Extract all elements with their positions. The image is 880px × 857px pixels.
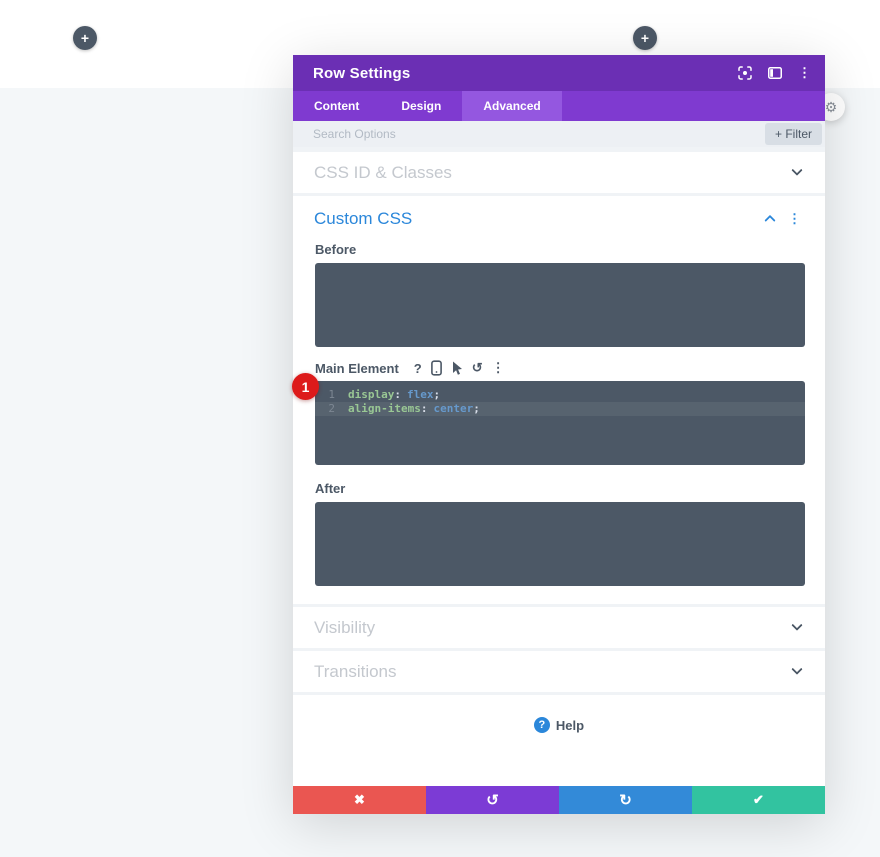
- phone-icon: [430, 360, 442, 376]
- help-question-icon: ?: [533, 717, 550, 733]
- undo-icon: ↺: [486, 792, 499, 809]
- responsive-toggle-button[interactable]: [430, 359, 442, 377]
- add-row-button[interactable]: +: [633, 26, 657, 50]
- row-settings-modal: Row Settings ⋮ Content Design Advanced: [292, 55, 825, 814]
- scan-icon: [738, 66, 752, 80]
- help-area: ? Help: [293, 695, 825, 786]
- hover-options-button[interactable]: [451, 359, 463, 377]
- search-options-input[interactable]: [313, 127, 765, 141]
- annotation-badge: 1: [292, 373, 319, 400]
- css-value: center: [433, 402, 474, 415]
- css-property: display: [348, 388, 395, 401]
- plus-icon: +: [640, 30, 650, 46]
- css-property: align-items: [348, 402, 421, 415]
- plus-icon: +: [80, 30, 90, 46]
- settings-body: CSS ID & Classes Custom CSS ⋮ Before Mai…: [293, 147, 825, 786]
- chevron-down-icon: [791, 164, 803, 176]
- css-id-classes-toggle[interactable]: CSS ID & Classes: [293, 152, 825, 193]
- custom-css-menu-button[interactable]: ⋮: [788, 211, 801, 227]
- discard-button[interactable]: ✖: [293, 786, 426, 814]
- check-icon: ✔: [753, 792, 764, 807]
- css-colon: :: [420, 402, 428, 415]
- close-icon: ✖: [354, 792, 365, 807]
- section-title: CSS ID & Classes: [314, 162, 452, 182]
- css-main-element-editor[interactable]: 1 display: flex; 2 align-items: center;: [315, 381, 805, 465]
- chevron-down-icon: [791, 663, 803, 675]
- section-title: Transitions: [314, 661, 397, 681]
- css-semicolon: ;: [433, 388, 441, 401]
- section-title: Visibility: [314, 617, 376, 637]
- filter-button[interactable]: + Filter: [764, 123, 822, 145]
- undo-button[interactable]: ↺: [426, 786, 559, 814]
- after-field-label: After: [315, 481, 346, 496]
- columns-icon: [768, 67, 782, 79]
- line-number: 1: [328, 388, 335, 401]
- css-before-editor[interactable]: [315, 263, 805, 347]
- tab-advanced[interactable]: Advanced: [462, 91, 562, 121]
- search-options-row: + Filter: [293, 121, 825, 147]
- css-after-editor[interactable]: [315, 502, 805, 586]
- redo-icon: ↻: [619, 792, 632, 809]
- undo-icon: ↺: [471, 360, 483, 375]
- main-element-toolbar: Main Element ?: [315, 359, 805, 377]
- redo-button[interactable]: ↻: [559, 786, 692, 814]
- add-section-button[interactable]: +: [73, 26, 97, 50]
- kebab-icon: ⋮: [788, 211, 801, 226]
- field-help-button[interactable]: ?: [414, 359, 422, 377]
- section-css-id-classes: CSS ID & Classes: [293, 152, 825, 193]
- code-line-1: 1 display: flex;: [315, 388, 805, 402]
- css-colon: :: [394, 388, 401, 401]
- css-semicolon: ;: [473, 402, 480, 415]
- chevron-up-icon: [764, 214, 776, 227]
- code-line-2: 2 align-items: center;: [315, 402, 805, 416]
- section-custom-css: Custom CSS ⋮ Before Main Element ?: [293, 196, 825, 604]
- gear-icon: ⚙: [824, 98, 838, 115]
- kebab-icon: ⋮: [798, 65, 811, 80]
- save-button[interactable]: ✔: [692, 786, 825, 814]
- modal-footer: ✖ ↺ ↻ ✔: [293, 786, 825, 814]
- help-label: Help: [555, 717, 585, 733]
- chevron-down-icon: [791, 619, 803, 631]
- line-number: 2: [328, 402, 335, 415]
- section-visibility: Visibility: [293, 607, 825, 648]
- kebab-icon: ⋮: [491, 360, 505, 375]
- before-field-label: Before: [315, 242, 357, 257]
- modal-title: Row Settings: [313, 64, 411, 82]
- section-transitions: Transitions: [293, 651, 825, 692]
- preview-scan-button[interactable]: [738, 66, 752, 80]
- panel-layout-button[interactable]: [768, 67, 782, 79]
- reset-field-button[interactable]: ↺: [472, 359, 483, 377]
- modal-menu-button[interactable]: ⋮: [798, 65, 811, 81]
- tab-design[interactable]: Design: [380, 91, 462, 121]
- field-menu-button[interactable]: ⋮: [492, 359, 505, 377]
- transitions-toggle[interactable]: Transitions: [293, 651, 825, 692]
- cursor-icon: [452, 361, 462, 375]
- section-title: Custom CSS: [314, 209, 413, 228]
- visibility-toggle[interactable]: Visibility: [293, 607, 825, 648]
- custom-css-toggle[interactable]: Custom CSS ⋮: [293, 196, 825, 242]
- tab-content[interactable]: Content: [293, 91, 380, 121]
- help-button[interactable]: ? Help: [533, 717, 585, 733]
- question-icon: ?: [413, 360, 422, 376]
- css-value: flex: [406, 388, 434, 401]
- modal-header: Row Settings ⋮: [293, 55, 825, 91]
- main-element-field-label: Main Element: [315, 360, 399, 376]
- settings-tab-bar: Content Design Advanced: [293, 91, 825, 121]
